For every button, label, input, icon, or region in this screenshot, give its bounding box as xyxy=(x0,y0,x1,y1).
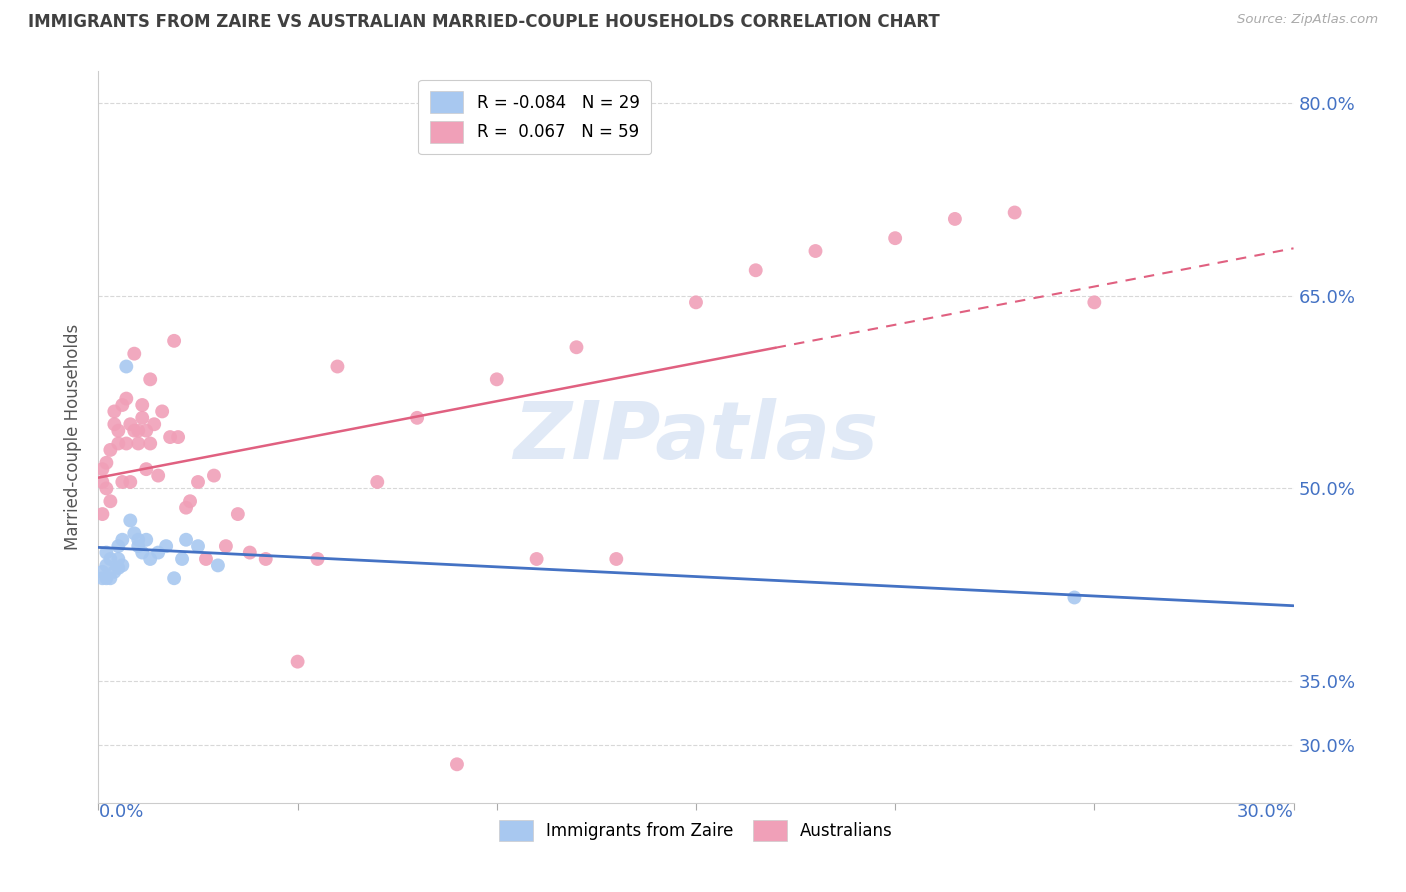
Point xyxy=(135,462,157,476)
Point xyxy=(124,424,146,438)
Point xyxy=(91,565,114,579)
Point xyxy=(155,539,177,553)
Point xyxy=(124,346,146,360)
Point xyxy=(148,545,170,559)
Point xyxy=(96,545,118,559)
Point xyxy=(96,571,118,585)
Y-axis label: Married-couple Households: Married-couple Households xyxy=(65,324,83,550)
Point xyxy=(107,552,129,566)
Text: 0.0%: 0.0% xyxy=(98,803,143,821)
Point xyxy=(1083,295,1105,310)
Point xyxy=(226,507,249,521)
Point xyxy=(103,565,125,579)
Point xyxy=(115,359,138,374)
Point xyxy=(98,442,122,457)
Point xyxy=(131,410,153,425)
Point xyxy=(1004,205,1026,219)
Point xyxy=(605,552,627,566)
Point xyxy=(179,494,201,508)
Text: IMMIGRANTS FROM ZAIRE VS AUSTRALIAN MARRIED-COUPLE HOUSEHOLDS CORRELATION CHART: IMMIGRANTS FROM ZAIRE VS AUSTRALIAN MARR… xyxy=(28,13,939,31)
Point xyxy=(485,372,508,386)
Point xyxy=(307,552,329,566)
Point xyxy=(172,552,194,566)
Text: ZIPatlas: ZIPatlas xyxy=(513,398,879,476)
Point xyxy=(163,334,186,348)
Point xyxy=(107,561,129,575)
Point xyxy=(103,404,125,418)
Point xyxy=(131,398,153,412)
Point xyxy=(98,494,122,508)
Point xyxy=(254,552,277,566)
Text: Source: ZipAtlas.com: Source: ZipAtlas.com xyxy=(1237,13,1378,27)
Point xyxy=(943,211,966,226)
Point xyxy=(98,571,122,585)
Point xyxy=(98,552,122,566)
Point xyxy=(406,410,429,425)
Point xyxy=(187,475,209,489)
Point xyxy=(326,359,349,374)
Point xyxy=(287,655,309,669)
Point xyxy=(1063,591,1085,605)
Point xyxy=(131,545,153,559)
Point xyxy=(111,533,134,547)
Point xyxy=(446,757,468,772)
Point xyxy=(127,533,149,547)
Point xyxy=(135,424,157,438)
Point xyxy=(111,475,134,489)
Point xyxy=(239,545,262,559)
Point xyxy=(148,468,170,483)
Text: 30.0%: 30.0% xyxy=(1237,803,1294,821)
Point xyxy=(115,392,138,406)
Point xyxy=(91,571,114,585)
Point xyxy=(139,552,162,566)
Point xyxy=(139,372,162,386)
Point xyxy=(884,231,907,245)
Point xyxy=(103,417,125,432)
Point xyxy=(207,558,229,573)
Point xyxy=(107,424,129,438)
Point xyxy=(91,462,114,476)
Point xyxy=(111,558,134,573)
Point xyxy=(135,533,157,547)
Point xyxy=(91,475,114,489)
Point xyxy=(150,404,173,418)
Point xyxy=(96,482,118,496)
Point xyxy=(685,295,707,310)
Point xyxy=(115,436,138,450)
Point xyxy=(107,436,129,450)
Point xyxy=(526,552,548,566)
Point xyxy=(127,539,149,553)
Point xyxy=(111,398,134,412)
Point xyxy=(96,456,118,470)
Point xyxy=(745,263,768,277)
Point xyxy=(124,526,146,541)
Point xyxy=(120,475,142,489)
Point xyxy=(127,436,149,450)
Point xyxy=(120,417,142,432)
Point xyxy=(120,514,142,528)
Point xyxy=(139,436,162,450)
Point xyxy=(127,424,149,438)
Point xyxy=(174,533,197,547)
Point xyxy=(91,507,114,521)
Point xyxy=(174,500,197,515)
Point xyxy=(107,539,129,553)
Point xyxy=(96,558,118,573)
Point xyxy=(163,571,186,585)
Point xyxy=(202,468,225,483)
Point xyxy=(565,340,588,354)
Point xyxy=(187,539,209,553)
Legend: Immigrants from Zaire, Australians: Immigrants from Zaire, Australians xyxy=(491,811,901,849)
Point xyxy=(195,552,218,566)
Point xyxy=(215,539,238,553)
Point xyxy=(167,430,190,444)
Point xyxy=(804,244,827,258)
Point xyxy=(366,475,388,489)
Point xyxy=(143,417,166,432)
Point xyxy=(159,430,181,444)
